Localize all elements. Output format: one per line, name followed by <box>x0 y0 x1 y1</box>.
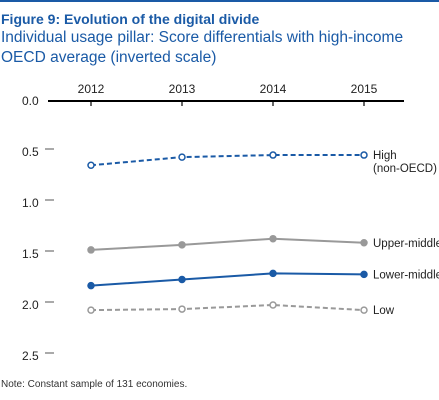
figure-title: Figure 9: Evolution of the digital divid… <box>1 11 260 27</box>
data-point <box>87 306 95 314</box>
figure-subtitle: Individual usage pillar: Score different… <box>1 29 404 66</box>
series-label: (non-OECD) <box>373 163 437 175</box>
top-rule <box>0 0 439 2</box>
y-tick-label: 2.5 <box>22 349 39 363</box>
data-point <box>178 305 186 313</box>
data-point <box>178 241 186 249</box>
series-label: Lower-middle <box>373 269 439 281</box>
series-label: Upper-middle <box>373 238 439 250</box>
data-point <box>87 281 95 290</box>
series-label: Low <box>373 305 395 317</box>
series-line <box>90 303 365 312</box>
data-point <box>87 246 95 254</box>
data-point <box>178 275 186 284</box>
data-point <box>360 270 368 279</box>
series-line <box>90 237 365 251</box>
x-tick-label: 2013 <box>169 82 196 96</box>
data-point <box>360 151 368 159</box>
data-point <box>269 234 277 243</box>
series-label: High <box>373 150 397 162</box>
series-line <box>90 272 365 287</box>
y-tick-label: 0.5 <box>22 145 39 159</box>
data-point <box>360 239 368 247</box>
y-tick-label: 1.5 <box>22 247 39 261</box>
data-point <box>360 306 368 314</box>
data-point <box>269 269 277 278</box>
x-tick-label: 2015 <box>351 82 378 96</box>
data-point <box>269 151 277 159</box>
figure-note: Note: Constant sample of 131 economies. <box>1 379 188 390</box>
series-line <box>90 154 364 167</box>
data-point <box>178 153 186 161</box>
data-point <box>87 161 95 170</box>
y-tick-label: 0.0 <box>22 94 39 108</box>
data-point <box>269 301 277 309</box>
y-tick-label: 1.0 <box>22 196 39 210</box>
x-tick-label: 2012 <box>78 82 105 96</box>
x-tick-label: 2014 <box>260 82 287 96</box>
y-tick-label: 2.0 <box>22 298 39 312</box>
